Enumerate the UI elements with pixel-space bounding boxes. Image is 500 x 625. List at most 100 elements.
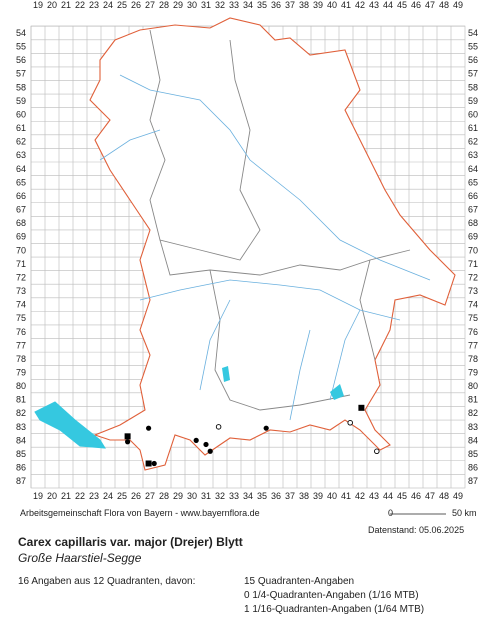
row-label: 65 xyxy=(16,177,26,187)
dot-marker xyxy=(193,437,199,443)
row-label: 77 xyxy=(468,340,478,350)
column-label: 45 xyxy=(397,491,407,501)
dot-marker xyxy=(151,460,157,467)
square-marker xyxy=(145,460,152,467)
row-label: 56 xyxy=(468,55,478,65)
column-label: 22 xyxy=(75,491,85,501)
dot-marker xyxy=(125,439,131,445)
column-label: 25 xyxy=(117,491,127,501)
column-label: 40 xyxy=(327,0,337,10)
column-label: 31 xyxy=(201,0,211,10)
date: Datenstand: 05.06.2025 xyxy=(368,525,464,535)
column-label: 43 xyxy=(369,0,379,10)
row-label: 82 xyxy=(468,408,478,418)
row-label: 67 xyxy=(16,205,26,215)
column-label: 45 xyxy=(397,0,407,10)
column-label: 46 xyxy=(411,0,421,10)
row-label: 74 xyxy=(468,300,478,310)
column-label: 31 xyxy=(201,491,211,501)
dot-marker xyxy=(146,425,152,431)
column-label: 42 xyxy=(355,0,365,10)
scale-end: 50 km xyxy=(452,508,477,518)
row-label: 75 xyxy=(468,313,478,323)
column-label: 29 xyxy=(173,491,183,501)
species-name: Carex capillaris var. major (Drejer) Bly… xyxy=(18,535,243,549)
row-label: 66 xyxy=(468,191,478,201)
row-label: 64 xyxy=(16,164,26,174)
row-label: 80 xyxy=(468,381,478,391)
row-label: 87 xyxy=(468,476,478,486)
column-label: 35 xyxy=(257,0,267,10)
row-label: 75 xyxy=(16,313,26,323)
column-label: 30 xyxy=(187,0,197,10)
row-label: 86 xyxy=(16,463,26,473)
column-label: 43 xyxy=(369,491,379,501)
column-label: 42 xyxy=(355,491,365,501)
column-label: 26 xyxy=(131,491,141,501)
row-label: 54 xyxy=(16,28,26,38)
column-label: 47 xyxy=(425,0,435,10)
scale-start: 0 xyxy=(388,508,393,518)
row-label: 57 xyxy=(468,69,478,79)
row-label: 69 xyxy=(468,232,478,242)
stats-line: 0 1/4-Quadranten-Angaben (1/16 MTB) xyxy=(244,590,419,601)
row-label: 87 xyxy=(16,476,26,486)
column-label: 33 xyxy=(229,491,239,501)
column-label: 46 xyxy=(411,491,421,501)
column-label: 32 xyxy=(215,491,225,501)
row-label: 71 xyxy=(468,259,478,269)
column-label: 41 xyxy=(341,491,351,501)
row-label: 66 xyxy=(16,191,26,201)
row-label: 76 xyxy=(468,327,478,337)
stats-summary: 16 Angaben aus 12 Quadranten, davon: xyxy=(18,576,195,587)
row-label: 62 xyxy=(468,137,478,147)
row-label: 63 xyxy=(16,150,26,160)
row-label: 81 xyxy=(16,395,26,405)
row-label: 72 xyxy=(16,272,26,282)
row-label: 86 xyxy=(468,463,478,473)
column-label: 36 xyxy=(271,0,281,10)
lake xyxy=(330,384,344,400)
row-label: 65 xyxy=(468,177,478,187)
row-label: 71 xyxy=(16,259,26,269)
lake-constance xyxy=(34,401,106,449)
column-label: 48 xyxy=(439,0,449,10)
row-label: 78 xyxy=(468,354,478,364)
row-label: 70 xyxy=(16,245,26,255)
row-label: 85 xyxy=(16,449,26,459)
row-label: 81 xyxy=(468,395,478,405)
column-label: 49 xyxy=(453,491,463,501)
column-label: 23 xyxy=(89,491,99,501)
row-label: 78 xyxy=(16,354,26,364)
column-label: 38 xyxy=(299,491,309,501)
column-label: 29 xyxy=(173,0,183,10)
column-label: 47 xyxy=(425,491,435,501)
column-label: 35 xyxy=(257,491,267,501)
row-label: 60 xyxy=(468,109,478,119)
row-label: 83 xyxy=(16,422,26,432)
column-label: 19 xyxy=(33,491,43,501)
column-label: 26 xyxy=(131,0,141,10)
row-label: 68 xyxy=(468,218,478,228)
row-label: 56 xyxy=(16,55,26,65)
column-label: 23 xyxy=(89,0,99,10)
row-label: 63 xyxy=(468,150,478,160)
row-label: 77 xyxy=(16,340,26,350)
row-label: 79 xyxy=(16,368,26,378)
dot-marker xyxy=(263,425,269,431)
row-label: 61 xyxy=(468,123,478,133)
ring-marker xyxy=(347,419,353,426)
column-label: 44 xyxy=(383,0,393,10)
row-label: 59 xyxy=(468,96,478,106)
column-label: 27 xyxy=(145,0,155,10)
row-label: 73 xyxy=(16,286,26,296)
credit: Arbeitsgemeinschaft Flora von Bayern - w… xyxy=(20,508,260,518)
column-label: 22 xyxy=(75,0,85,10)
column-label: 27 xyxy=(145,491,155,501)
column-label: 37 xyxy=(285,491,295,501)
column-label: 41 xyxy=(341,0,351,10)
row-label: 72 xyxy=(468,272,478,282)
row-label: 84 xyxy=(468,435,478,445)
column-label: 30 xyxy=(187,491,197,501)
